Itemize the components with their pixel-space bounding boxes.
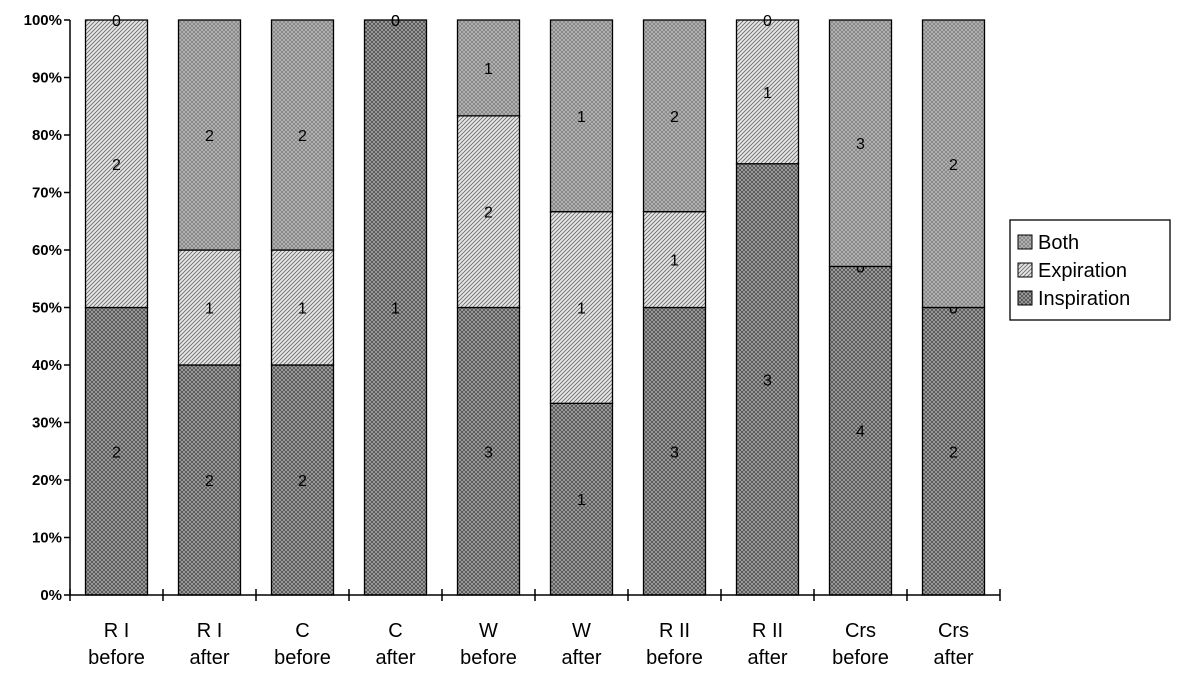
bar-rii-after-inspiration [735, 163, 800, 596]
bar-w-before-expiration [456, 115, 521, 309]
data-label-c-after-inspiration: 1 [391, 301, 400, 318]
legend-swatch-inspiration [1017, 290, 1033, 306]
x-category-label: C [388, 620, 402, 642]
y-tick-label: 10% [32, 530, 62, 547]
y-tick-label: 40% [32, 357, 62, 374]
data-label-crs-before-expiration: 0 [856, 259, 865, 276]
data-label-rii-after-inspiration: 3 [763, 372, 772, 389]
x-category-label: R II [659, 620, 690, 642]
bar-w-after-both [549, 19, 614, 213]
bar-w-before-both [456, 19, 521, 117]
data-label-c-after-expiration: 0 [391, 13, 400, 30]
bar-crs-after-both [921, 19, 986, 309]
bar-w-before-inspiration [456, 306, 521, 596]
legend-box [1009, 219, 1171, 321]
x-category-label: before [460, 647, 517, 669]
data-label-c-before-inspiration: 2 [298, 473, 307, 490]
y-tick-label: 0% [40, 587, 62, 604]
data-label-ri-before-both: 0 [112, 13, 121, 30]
data-label-w-after-both: 1 [577, 109, 586, 126]
legend: Both Expiration Inspiration [1009, 219, 1171, 321]
bar-rii-before-expiration [642, 211, 707, 309]
data-label-crs-after-inspiration: 2 [949, 444, 958, 461]
x-category-label: R II [752, 620, 783, 642]
data-label-c-after-both: 0 [391, 13, 400, 30]
y-tick-label: 80% [32, 127, 62, 144]
data-label-rii-before-both: 2 [670, 109, 679, 126]
legend-swatch-expiration [1017, 262, 1033, 278]
bar-ri-after-expiration [177, 249, 242, 366]
x-category-label: after [375, 647, 415, 669]
bar-w-after-expiration [549, 211, 614, 404]
data-label-rii-before-expiration: 1 [670, 253, 679, 270]
data-label-crs-after-both: 2 [949, 157, 958, 174]
data-label-w-after-inspiration: 1 [577, 492, 586, 509]
bar-c-before-expiration [270, 249, 335, 366]
data-label-ri-after-inspiration: 2 [205, 473, 214, 490]
data-label-rii-after-both: 0 [763, 13, 772, 30]
bar-c-before-inspiration [270, 364, 335, 596]
y-tick-label: 20% [32, 472, 62, 489]
x-category-label: after [933, 647, 973, 669]
x-category-label: before [646, 647, 703, 669]
bar-crs-after-inspiration [921, 306, 986, 596]
data-label-crs-after-expiration: 0 [949, 301, 958, 318]
y-tick-label: 70% [32, 185, 62, 202]
bar-c-before-both [270, 19, 335, 251]
data-label-rii-before-inspiration: 3 [670, 444, 679, 461]
data-label-w-before-both: 1 [484, 61, 493, 78]
data-label-ri-after-expiration: 1 [205, 301, 214, 318]
legend-swatch-both [1017, 234, 1033, 250]
data-label-crs-before-both: 3 [856, 136, 865, 153]
data-label-ri-before-expiration: 2 [112, 157, 121, 174]
y-tick-label: 30% [32, 415, 62, 432]
x-category-label: W [572, 620, 591, 642]
x-category-label: before [274, 647, 331, 669]
legend-label-both: Both [1038, 232, 1079, 254]
data-label-c-before-both: 2 [298, 128, 307, 145]
legend-label-expiration: Expiration [1038, 260, 1127, 282]
bar-crs-before-inspiration [828, 265, 893, 596]
y-tick-label: 90% [32, 70, 62, 87]
data-label-w-after-expiration: 1 [577, 301, 586, 318]
x-category-label: after [747, 647, 787, 669]
x-category-label: Crs [938, 620, 969, 642]
y-tick-label: 50% [32, 300, 62, 317]
bar-rii-before-inspiration [642, 306, 707, 596]
x-category-label: C [295, 620, 309, 642]
x-category-label: after [561, 647, 601, 669]
bar-crs-before-both [828, 19, 893, 268]
x-category-label: before [832, 647, 889, 669]
data-label-w-before-inspiration: 3 [484, 444, 493, 461]
data-label-c-before-expiration: 1 [298, 301, 307, 318]
x-category-label: Crs [845, 620, 876, 642]
bar-ri-before-expiration [84, 19, 149, 309]
y-tick-label: 60% [32, 242, 62, 259]
data-label-crs-before-inspiration: 4 [856, 424, 865, 441]
y-tick-label: 100% [24, 12, 62, 29]
bar-ri-after-both [177, 19, 242, 251]
x-category-label: after [189, 647, 229, 669]
x-category-label: before [88, 647, 145, 669]
data-label-w-before-expiration: 2 [484, 205, 493, 222]
bar-rii-after-expiration [735, 19, 800, 165]
x-category-label: W [479, 620, 498, 642]
data-label-ri-after-both: 2 [205, 128, 214, 145]
bar-ri-before-inspiration [84, 306, 149, 596]
x-category-label: R I [197, 620, 223, 642]
x-category-label: R I [104, 620, 130, 642]
data-label-rii-after-expiration: 1 [763, 85, 772, 102]
bar-rii-before-both [642, 19, 707, 213]
legend-label-inspiration: Inspiration [1038, 288, 1130, 310]
data-label-ri-before-inspiration: 2 [112, 444, 121, 461]
